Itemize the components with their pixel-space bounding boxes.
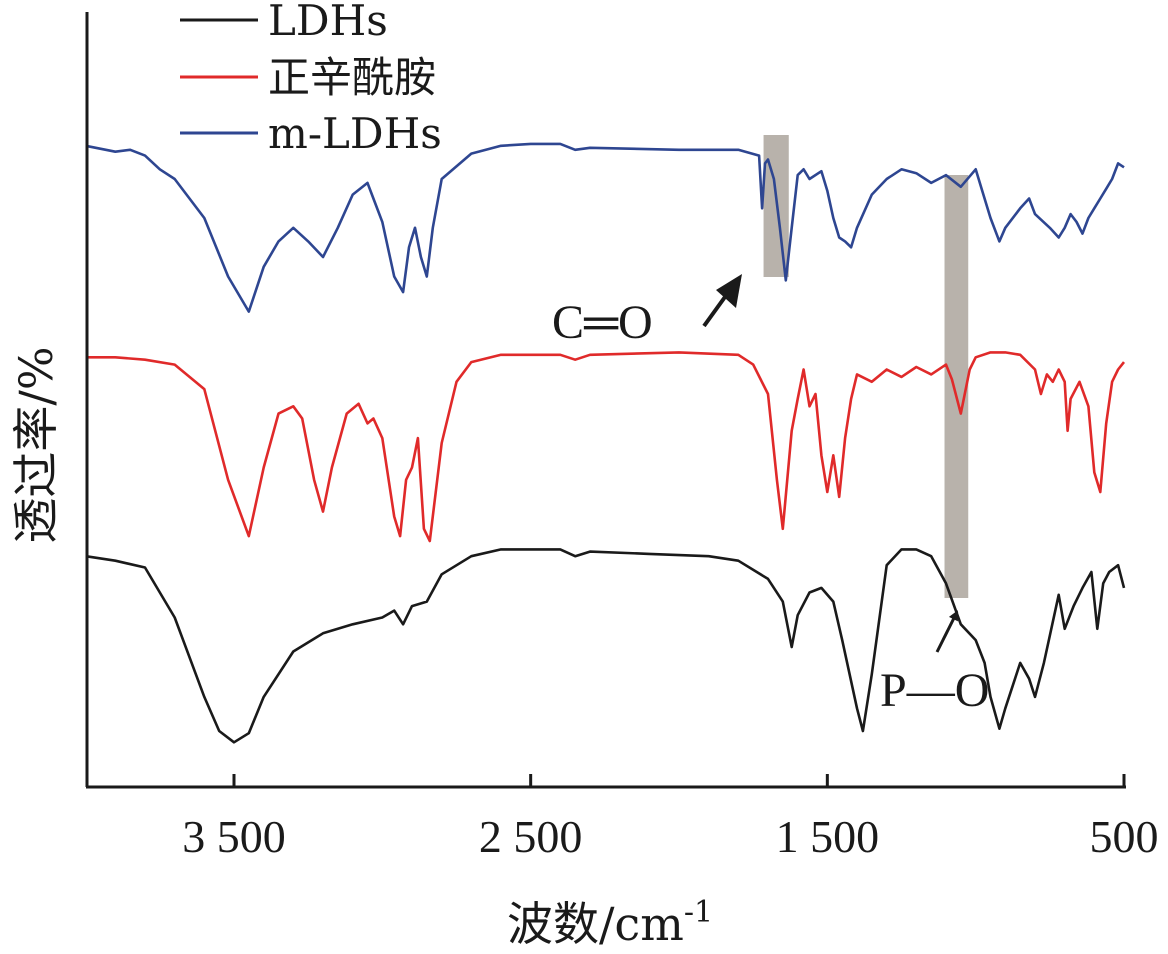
- highlight-band-2: [944, 175, 969, 598]
- x-ticks: 3 500 2 500 1 500 500: [182, 774, 1159, 862]
- legend-label: 正辛酰胺: [268, 53, 436, 102]
- annotation-label: C═O: [552, 296, 653, 349]
- legend-label: LDHs: [268, 0, 388, 45]
- x-tick-label: 1 500: [776, 811, 880, 862]
- x-tick-label: 2 500: [479, 811, 583, 862]
- series-line-3: [85, 142, 1125, 313]
- annotation-label: P—O: [880, 664, 989, 717]
- x-tick-label: 500: [1090, 811, 1159, 862]
- annotations: C═O P—O: [552, 274, 989, 717]
- series-line-1: [85, 548, 1126, 744]
- y-axis-title: 透过率/%: [9, 346, 63, 543]
- highlight-bands: [763, 135, 969, 598]
- annotation-arrowhead: [716, 274, 742, 308]
- x-axis-title: 波数/cm-1: [507, 895, 713, 951]
- legend-label: m-LDHs: [268, 109, 442, 158]
- series-line-2: [85, 351, 1126, 543]
- legend: LDHs 正辛酰胺 m-LDHs: [180, 0, 442, 158]
- annotation-arrow: [935, 610, 959, 653]
- x-tick-label: 3 500: [182, 811, 286, 862]
- series-layer: [85, 142, 1126, 744]
